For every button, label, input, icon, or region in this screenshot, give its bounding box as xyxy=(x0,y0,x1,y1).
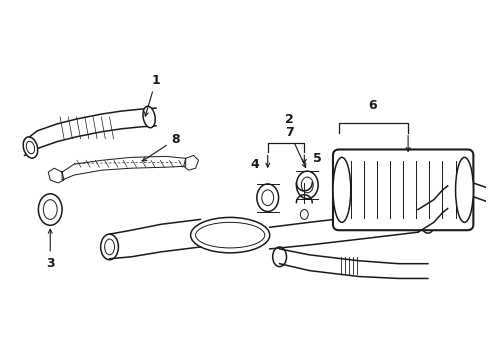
Text: 8: 8 xyxy=(142,132,180,161)
Ellipse shape xyxy=(332,157,350,222)
Ellipse shape xyxy=(142,106,155,128)
Ellipse shape xyxy=(455,157,472,222)
Ellipse shape xyxy=(301,177,313,193)
Ellipse shape xyxy=(38,194,62,225)
Ellipse shape xyxy=(23,137,38,158)
Ellipse shape xyxy=(272,247,286,267)
Ellipse shape xyxy=(26,141,35,154)
Ellipse shape xyxy=(104,239,114,255)
Text: 6: 6 xyxy=(367,99,376,112)
Ellipse shape xyxy=(190,217,269,253)
Text: 2: 2 xyxy=(285,113,293,126)
Text: 5: 5 xyxy=(312,152,321,165)
Ellipse shape xyxy=(261,190,273,206)
Ellipse shape xyxy=(43,200,57,219)
Ellipse shape xyxy=(419,206,435,233)
Text: 3: 3 xyxy=(46,229,55,270)
Text: 7: 7 xyxy=(285,126,305,167)
Ellipse shape xyxy=(296,171,318,199)
Ellipse shape xyxy=(256,184,278,212)
Ellipse shape xyxy=(101,234,118,260)
FancyBboxPatch shape xyxy=(332,149,472,230)
Ellipse shape xyxy=(300,210,307,219)
Ellipse shape xyxy=(195,222,264,248)
Text: 1: 1 xyxy=(144,73,160,116)
Text: 4: 4 xyxy=(250,158,259,171)
